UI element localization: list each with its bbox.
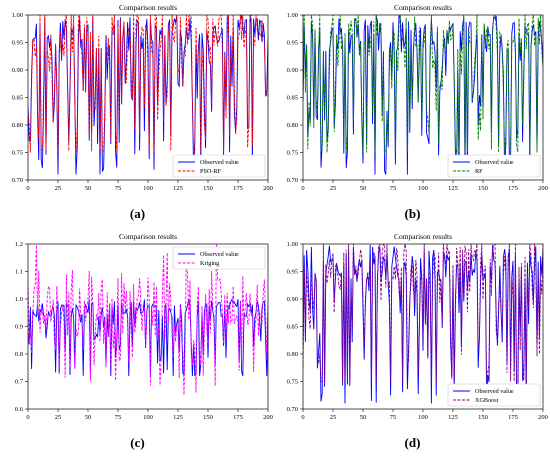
y-tick-label: 0.80 <box>287 351 298 358</box>
panel-label-a: (a) <box>129 206 146 221</box>
x-tick-label: 75 <box>115 414 122 421</box>
panel-label-d: (d) <box>404 435 421 450</box>
y-tick-label: 0.80 <box>287 122 298 129</box>
series-line-predicted <box>28 244 268 396</box>
legend-label: PSO-RF <box>200 168 222 175</box>
y-tick-label: 0.75 <box>12 150 23 157</box>
y-tick-label: 0.6 <box>15 406 24 413</box>
chart-title: Comparison results <box>394 232 452 241</box>
y-tick-label: 0.95 <box>287 269 298 276</box>
y-tick-label: 0.85 <box>12 95 23 102</box>
x-tick-label: 0 <box>26 414 29 421</box>
y-tick-label: 0.70 <box>287 177 298 184</box>
x-tick-label: 125 <box>448 185 458 192</box>
legend-box <box>172 154 266 178</box>
x-tick-label: 50 <box>85 185 92 192</box>
y-tick-label: 1.00 <box>287 12 298 19</box>
y-tick-label: 1.2 <box>15 241 23 248</box>
series-line-predicted <box>303 244 543 382</box>
x-tick-label: 50 <box>360 185 367 192</box>
legend-label: Observed value <box>200 251 239 258</box>
y-tick-label: 0.9 <box>15 324 23 331</box>
y-tick-label: 0.90 <box>287 67 298 74</box>
y-tick-label: 0.75 <box>287 150 298 157</box>
chart-svg-c: Comparison results 0 25 50 75 100 125 150 175 200… <box>15 232 273 421</box>
x-tick-label: 200 <box>538 414 548 421</box>
x-tick-label: 25 <box>330 414 337 421</box>
x-tick-label: 200 <box>263 414 273 421</box>
y-tick-label: 1.00 <box>287 241 298 248</box>
x-tick-label: 150 <box>478 185 488 192</box>
series-line-predicted <box>28 15 268 153</box>
series-line-predicted <box>303 15 543 154</box>
x-tick-label: 50 <box>85 414 92 421</box>
y-tick-label: 1.1 <box>15 269 23 276</box>
y-tick-label: 0.80 <box>12 122 23 129</box>
legend-label: Kriging <box>200 260 219 267</box>
y-tick-label: 0.95 <box>12 40 23 47</box>
x-tick-label: 100 <box>418 414 428 421</box>
chart-svg-b: Comparison results 0 25 50 75 100 125 150 175 200… <box>287 3 548 192</box>
x-tick-label: 200 <box>263 185 273 192</box>
x-tick-label: 0 <box>301 185 304 192</box>
x-tick-label: 75 <box>390 185 397 192</box>
y-tick-label: 0.70 <box>287 406 298 413</box>
x-tick-label: 0 <box>26 185 29 192</box>
panel-label-c: (c) <box>130 435 145 450</box>
legend-box <box>447 154 541 178</box>
chart-panel-a: Comparison results 0 25 50 75 100 125 150 175 200… <box>0 0 275 229</box>
chart-panel-b: Comparison results 0 25 50 75 100 125 150 175 200… <box>275 0 550 229</box>
chart-svg-d: Comparison results 0 25 50 75 100 125 150 175 200… <box>287 232 548 421</box>
x-tick-label: 100 <box>143 414 153 421</box>
x-tick-label: 50 <box>360 414 367 421</box>
x-tick-label: 25 <box>55 414 62 421</box>
x-tick-label: 200 <box>538 185 548 192</box>
y-tick-label: 0.95 <box>287 40 298 47</box>
y-tick-label: 0.70 <box>12 177 23 184</box>
y-tick-label: 0.7 <box>15 379 24 386</box>
y-tick-label: 1.00 <box>12 12 23 19</box>
y-tick-label: 0.75 <box>287 379 298 386</box>
y-tick-label: 0.90 <box>287 296 298 303</box>
chart-svg-a: Comparison results 0 25 50 75 100 125 150 175 200… <box>12 3 273 192</box>
x-tick-label: 150 <box>478 414 488 421</box>
x-tick-label: 175 <box>508 414 518 421</box>
x-tick-label: 175 <box>233 414 243 421</box>
chart-panel-d: Comparison results 0 25 50 75 100 125 150 175 200… <box>275 229 550 458</box>
x-tick-label: 75 <box>115 185 122 192</box>
x-tick-label: 150 <box>203 414 213 421</box>
y-tick-label: 0.8 <box>15 351 23 358</box>
y-tick-label: 0.85 <box>287 95 298 102</box>
x-tick-label: 0 <box>301 414 304 421</box>
legend-label: Observed value <box>475 388 514 395</box>
chart-title: Comparison results <box>119 232 177 241</box>
x-tick-label: 175 <box>508 185 518 192</box>
legend-label: XGBoost <box>475 397 499 404</box>
x-tick-label: 125 <box>448 414 458 421</box>
chart-title: Comparison results <box>119 3 177 12</box>
x-tick-label: 150 <box>203 185 213 192</box>
legend-label: Observed value <box>200 159 239 166</box>
x-tick-label: 175 <box>233 185 243 192</box>
x-tick-label: 25 <box>330 185 337 192</box>
y-tick-label: 1.0 <box>15 296 23 303</box>
legend-box <box>172 246 266 270</box>
x-tick-label: 75 <box>390 414 397 421</box>
x-tick-label: 100 <box>418 185 428 192</box>
x-tick-label: 125 <box>173 185 183 192</box>
x-tick-label: 25 <box>55 185 62 192</box>
x-tick-label: 125 <box>173 414 183 421</box>
panel-label-b: (b) <box>404 206 421 221</box>
series-line-observed <box>28 15 268 175</box>
legend-label: Observed value <box>475 159 514 166</box>
y-tick-label: 0.85 <box>287 324 298 331</box>
chart-panel-c: Comparison results 0 25 50 75 100 125 150 175 200… <box>0 229 275 458</box>
legend-box <box>447 383 541 407</box>
x-tick-label: 100 <box>143 185 153 192</box>
chart-title: Comparison results <box>394 3 452 12</box>
y-tick-label: 0.90 <box>12 67 23 74</box>
legend-label: RF <box>475 168 483 175</box>
